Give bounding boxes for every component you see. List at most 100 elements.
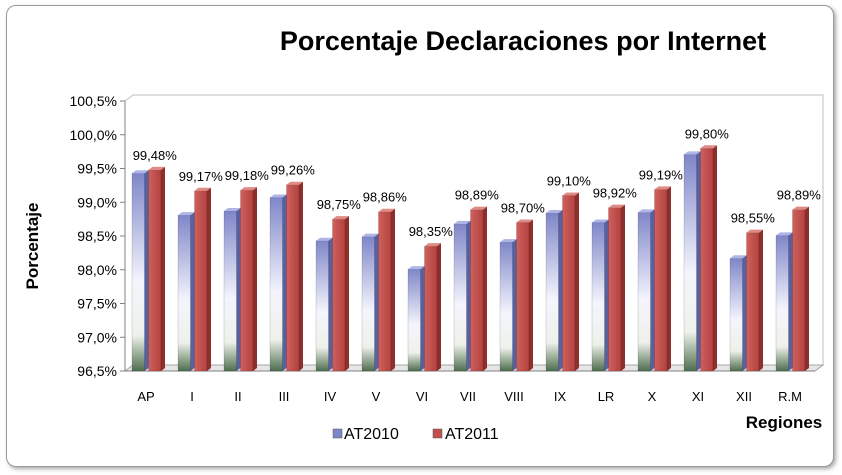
bar-at2010: [453, 223, 467, 372]
bar-at2010: [315, 240, 329, 372]
bar-at2011-side: [713, 145, 717, 371]
bar-at2010-side: [144, 170, 149, 371]
bar-at2011-top: [470, 206, 487, 210]
x-tick-label: LR: [598, 389, 615, 404]
plot-area: 96,5% 97,0% 97,5% 98,0% 98,5% 99,0% 99,5% 100,0…: [70, 93, 825, 404]
bar-at2010-top: [270, 194, 287, 198]
data-label: 98,70%: [501, 201, 546, 216]
legend-label-at2011: AT2011: [445, 426, 499, 443]
x-tick-label: II: [234, 389, 241, 404]
bar-at2010-side: [512, 239, 517, 371]
bar-at2010-top: [638, 209, 655, 213]
bar-at2010-side: [558, 210, 563, 371]
legend-swatch-at2010: [332, 428, 343, 439]
chart-title: Porcentaje Declaraciones por Internet: [280, 26, 766, 56]
bar-at2011: [654, 189, 668, 372]
bar-at2010-side: [696, 151, 701, 371]
bar-at2011-top: [516, 219, 533, 223]
x-tick-label: IX: [554, 389, 567, 404]
x-tick-label: I: [190, 389, 194, 404]
bar-at2010-top: [500, 239, 517, 243]
legend-label-at2010: AT2010: [344, 426, 399, 443]
bar-at2011-top: [148, 166, 165, 170]
bar-at2011-top: [654, 186, 671, 190]
bar-at2011: [562, 195, 576, 372]
x-tick-label: R.M: [778, 389, 802, 404]
bar-at2010-top: [316, 237, 333, 241]
data-label: 98,55%: [731, 211, 776, 226]
bar-at2010: [729, 258, 743, 372]
bar-at2010: [775, 235, 789, 372]
bar-at2010-top: [408, 266, 425, 270]
bar-at2011-side: [529, 219, 533, 371]
bar-at2010-top: [224, 208, 241, 212]
bar-at2011-side: [575, 192, 579, 371]
y-tick-label: 99,0%: [77, 194, 117, 210]
data-label: 98,75%: [317, 197, 362, 212]
x-tick-label: VIII: [504, 389, 524, 404]
bar-at2010-top: [730, 255, 747, 259]
y-tick-label: 99,5%: [77, 161, 117, 177]
data-label: 99,48%: [133, 148, 178, 163]
y-tick-label: 98,0%: [77, 262, 117, 278]
bar-at2011: [286, 184, 300, 372]
x-tick-label: V: [372, 389, 381, 404]
bar-at2011: [240, 189, 254, 372]
x-tick-label: IV: [324, 389, 337, 404]
x-tick-label: VI: [416, 389, 428, 404]
bar-at2011: [470, 209, 484, 372]
data-label: 99,19%: [639, 167, 684, 182]
bar-at2011-top: [562, 192, 579, 196]
bar-at2011-side: [437, 243, 441, 371]
bar-at2011: [378, 211, 392, 372]
data-label: 99,17%: [179, 169, 224, 184]
x-tick-label: VII: [460, 389, 476, 404]
bar-at2011-top: [700, 145, 717, 149]
bar-at2010: [177, 214, 191, 372]
bar-at2011: [700, 148, 714, 372]
bar-at2010: [407, 268, 421, 372]
bar-at2010: [591, 222, 605, 372]
bar-at2011-top: [424, 243, 441, 247]
bar-at2011-side: [759, 229, 763, 371]
y-axis-title: Porcentaje: [23, 203, 42, 290]
x-tick-label: AP: [137, 389, 154, 404]
bar-at2010-side: [604, 219, 609, 371]
bar-at2011-side: [667, 186, 671, 371]
bar-at2011: [792, 209, 806, 372]
data-label: 98,92%: [593, 186, 638, 201]
bar-at2010: [131, 172, 145, 372]
bar-at2010-side: [282, 194, 287, 371]
bar-at2010: [637, 212, 651, 372]
bar-at2010-top: [592, 219, 609, 223]
legend-swatch-at2011: [432, 428, 443, 439]
data-label: 98,35%: [409, 224, 454, 239]
bar-at2011: [194, 190, 208, 372]
bar-at2010-top: [362, 233, 379, 237]
data-label: 98,89%: [777, 188, 822, 203]
bar-at2011-top: [746, 229, 763, 233]
bar-at2011-side: [345, 216, 349, 371]
legend: AT2010 AT2011: [332, 426, 499, 443]
bar-at2010-top: [454, 220, 471, 224]
x-tick-label: X: [648, 389, 657, 404]
bar-at2011: [516, 222, 530, 372]
data-label: 98,86%: [363, 190, 408, 205]
y-tick-label: 96,5%: [77, 363, 117, 379]
bar-at2011: [332, 218, 346, 372]
bar-at2010-side: [328, 237, 333, 371]
bar-at2010-side: [788, 232, 793, 371]
bar-at2011-side: [805, 206, 809, 371]
data-label: 99,18%: [225, 168, 270, 183]
bar-at2011: [746, 232, 760, 372]
bar-at2011-side: [483, 206, 487, 371]
bar-at2011: [424, 245, 438, 372]
y-tick-label: 97,0%: [77, 329, 117, 345]
bar-at2011-top: [608, 204, 625, 208]
bar-at2011-side: [161, 166, 165, 371]
data-label: 99,10%: [547, 174, 592, 189]
bar-at2011: [148, 169, 162, 372]
bar-at2010-side: [742, 255, 747, 371]
bar-at2010: [361, 236, 375, 372]
